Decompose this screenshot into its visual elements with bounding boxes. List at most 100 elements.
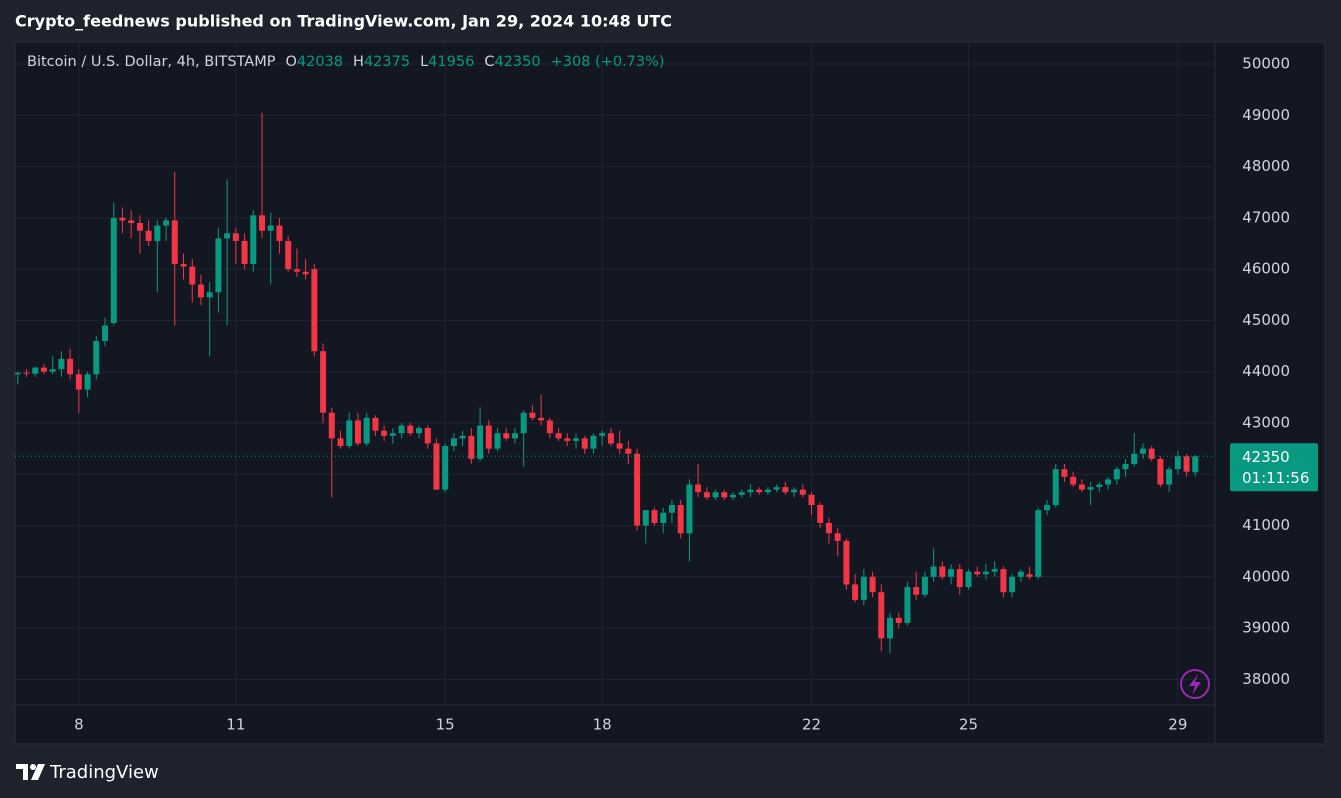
candle-body: [110, 217, 117, 323]
candle-body: [878, 592, 885, 639]
candle-body: [616, 443, 623, 449]
chart-panel: [14, 41, 1326, 745]
high-label: H: [353, 54, 364, 70]
candle-body: [171, 220, 178, 265]
candle-body: [538, 417, 545, 421]
candle-body: [1009, 576, 1016, 593]
x-tick-label: 11: [226, 716, 245, 734]
candle-body: [459, 435, 466, 439]
candle-body: [555, 433, 562, 439]
y-tick-label: 44000: [1242, 362, 1290, 380]
candle-body: [49, 369, 56, 372]
candle-body: [1096, 484, 1103, 488]
candle-body: [634, 453, 641, 526]
candle-body: [416, 428, 423, 434]
candle-body: [747, 489, 754, 493]
legend: Bitcoin / U.S. Dollar, 4h, BITSTAMP O4203…: [27, 54, 665, 70]
candle-body: [1000, 569, 1007, 593]
candle-body: [389, 433, 396, 436]
candle-body: [311, 269, 318, 352]
candle-body: [1044, 505, 1051, 511]
candle-body: [197, 284, 204, 298]
candle-body: [363, 417, 370, 444]
candle-body: [1113, 469, 1120, 480]
candle-body: [668, 505, 675, 513]
candle-body: [477, 425, 484, 459]
candle-body: [1017, 571, 1024, 577]
candle-body: [180, 264, 187, 267]
y-tick-label: 43000: [1242, 413, 1290, 431]
candle-body: [529, 412, 536, 418]
candle-body: [93, 340, 100, 375]
candle-body: [1157, 458, 1164, 485]
candle-body: [799, 489, 806, 495]
candle-body: [337, 438, 344, 447]
candle-body: [40, 367, 47, 372]
candle-body: [869, 576, 876, 593]
candle-body: [23, 372, 30, 374]
candle-body: [232, 233, 239, 241]
x-tick-label: 8: [74, 716, 84, 734]
candle-body: [1078, 484, 1085, 490]
candle-body: [346, 420, 353, 447]
candle-body: [974, 571, 981, 575]
grid: [15, 42, 1215, 705]
candle-body: [424, 428, 431, 444]
candle-body: [407, 425, 414, 434]
change: +308: [550, 54, 591, 70]
candle-body: [468, 435, 475, 459]
y-tick-label: 41000: [1242, 516, 1290, 534]
x-tick-label: 18: [593, 716, 612, 734]
candle-body: [1026, 574, 1033, 577]
last-price-label: 42350: [1242, 448, 1290, 466]
candle-body: [520, 412, 527, 434]
candle-body: [677, 505, 684, 534]
candle-body: [241, 240, 248, 265]
candle-body: [1192, 456, 1199, 473]
candle-body: [764, 489, 771, 493]
candle-body: [285, 240, 292, 270]
candle-body: [1148, 448, 1155, 459]
candle-body: [293, 269, 300, 272]
candle-body: [119, 217, 126, 221]
candle-body: [224, 233, 231, 239]
candle-body: [136, 223, 143, 231]
candle-body: [599, 433, 606, 436]
candle-body: [756, 489, 763, 493]
candle-body: [154, 225, 161, 241]
high-value: 42375: [363, 54, 411, 70]
candle-body: [1061, 469, 1068, 477]
candle-body: [965, 571, 972, 588]
candle-body: [1139, 448, 1146, 454]
candle-body: [773, 487, 780, 490]
candle-body: [948, 569, 955, 577]
candle-body: [494, 433, 501, 449]
candle-body: [721, 492, 728, 498]
change-percent: (+0.73%): [595, 54, 665, 70]
candle-body: [450, 438, 457, 447]
candle-body: [546, 420, 553, 434]
candle-body: [982, 571, 989, 575]
lightning-icon: [1180, 669, 1210, 699]
candle-body: [302, 271, 309, 275]
candle-body: [860, 576, 867, 600]
candle-body: [58, 358, 65, 370]
candle-body: [843, 540, 850, 585]
y-tick-label: 50000: [1242, 55, 1290, 73]
candle-body: [590, 435, 597, 449]
candle-body: [825, 522, 832, 534]
open-label: O: [285, 54, 297, 70]
candle-body: [1131, 453, 1138, 465]
y-tick-label: 45000: [1242, 311, 1290, 329]
candle-body: [206, 292, 213, 298]
candle-body: [660, 512, 667, 523]
candle-body: [1174, 456, 1181, 470]
candle-body: [738, 492, 745, 495]
candle-body: [354, 420, 361, 444]
close-value: 42350: [494, 54, 541, 70]
candle-body: [320, 351, 327, 413]
candle-body: [276, 225, 283, 241]
candle-body: [398, 425, 405, 434]
candle-body: [695, 484, 702, 493]
